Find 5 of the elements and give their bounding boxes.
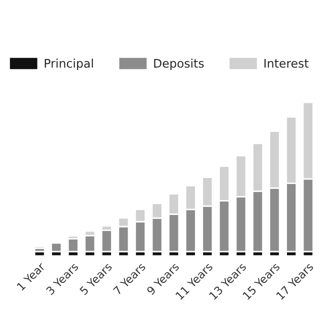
bar xyxy=(67,238,79,252)
legend-label: Deposits xyxy=(154,58,204,70)
legend-label: Interest xyxy=(264,58,309,68)
legend-label: Principal xyxy=(44,58,93,70)
bar xyxy=(84,234,96,252)
